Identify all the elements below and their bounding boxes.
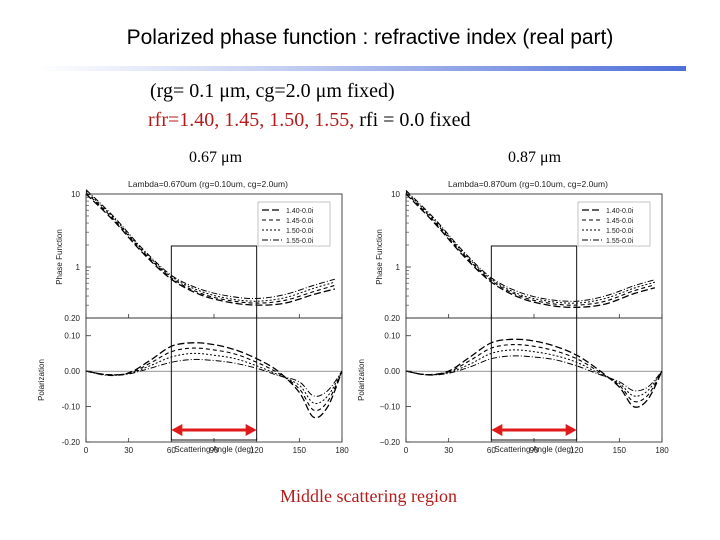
polarization-y-tick-label: −0.20 xyxy=(380,438,401,447)
title-gradient-rule xyxy=(36,66,686,71)
polarization-y-tick-label: −0.10 xyxy=(380,403,401,412)
polarization-line-3 xyxy=(85,352,343,404)
plot-title: Lambda=0.670um (rg=0.10um, cg=2.0um) xyxy=(128,179,288,189)
phase-y-tick-label: 10 xyxy=(391,190,400,199)
x-tick-label: 150 xyxy=(613,446,627,455)
phase-function-line-3 xyxy=(405,191,656,304)
polarization-plot-frame xyxy=(85,317,343,443)
x-tick-label: 180 xyxy=(655,446,669,455)
x-tick-label: 60 xyxy=(167,446,176,455)
x-axis-label: Scattering Angle (deg) xyxy=(494,445,573,454)
wavelength-label-left: 0.67 μm xyxy=(189,149,243,166)
x-tick-label: 60 xyxy=(487,446,496,455)
x-tick-label: 90 xyxy=(530,446,539,455)
polarization-line-1 xyxy=(405,338,663,408)
x-tick-label: 120 xyxy=(570,446,584,455)
phase-function-line-2 xyxy=(85,192,336,304)
x-tick-label: 180 xyxy=(335,446,349,455)
arrow-right-head-icon xyxy=(565,424,577,436)
x-axis-label: Scattering Angle (deg) xyxy=(174,445,253,454)
x-tick-label: 0 xyxy=(404,446,409,455)
phase-function-line-4 xyxy=(405,190,656,302)
plot-title: Lambda=0.870um (rg=0.10um, cg=2.0um) xyxy=(448,179,608,189)
phase-y-tick-label: 0.20 xyxy=(384,314,400,323)
phase-function-line-1 xyxy=(405,193,656,308)
polarization-y-tick-label: -0.10 xyxy=(62,403,81,412)
legend-label: 1.45-0.0i xyxy=(606,218,634,225)
x-tick-label: 0 xyxy=(84,446,89,455)
x-tick-label: 30 xyxy=(444,446,453,455)
legend-label: 1.55-0.0i xyxy=(606,238,634,245)
legend-label: 1.45-0.0i xyxy=(286,218,314,225)
phase-function-line-4 xyxy=(85,189,336,300)
phase-function-line-2 xyxy=(405,192,656,306)
rfr-values-text: rfr=1.40, 1.45, 1.50, 1.55, xyxy=(148,109,355,131)
phase-function-ylabel: Phase Function xyxy=(375,229,384,285)
arrow-left-head-icon xyxy=(491,424,503,436)
phase-function-line-1 xyxy=(85,193,336,306)
slide-title: Polarized phase function : refractive in… xyxy=(126,26,614,49)
phase-y-tick-label: 1 xyxy=(396,263,401,272)
polarization-line-3 xyxy=(405,349,663,397)
middle-region-box xyxy=(490,245,578,441)
refractive-index-params: rfr=1.40, 1.45, 1.50, 1.55, rfi = 0.0 fi… xyxy=(148,109,471,132)
middle-region-box xyxy=(170,245,258,441)
size-params-text: (rg= 0.1 μm, cg=2.0 μm fixed) xyxy=(150,80,395,102)
polarization-line-1 xyxy=(85,342,343,419)
legend-label: 1.50-0.0i xyxy=(606,228,634,235)
x-tick-label: 90 xyxy=(210,446,219,455)
polarization-line-4 xyxy=(85,358,343,397)
polarization-y-tick-label: 0.10 xyxy=(384,332,400,341)
phase-function-line-3 xyxy=(85,190,336,302)
arrow-left-head-icon xyxy=(171,424,183,436)
polarization-line-4 xyxy=(405,355,663,392)
polarization-y-tick-label: 0.00 xyxy=(384,367,400,376)
polarization-line-2 xyxy=(405,343,663,403)
polarization-y-tick-label: 0.10 xyxy=(64,332,80,341)
legend-box xyxy=(577,201,651,247)
legend-label: 1.55-0.0i xyxy=(286,238,314,245)
legend-label: 1.40-0.0i xyxy=(606,208,634,215)
rfi-fixed-text: rfi = 0.0 fixed xyxy=(359,109,471,131)
x-tick-label: 30 xyxy=(124,446,133,455)
middle-region-caption: Middle scattering region xyxy=(280,486,457,506)
x-tick-label: 150 xyxy=(293,446,307,455)
plot-panel-right: Lambda=0.870um (rg=0.10um, cg=2.0um) Pha… xyxy=(357,179,669,455)
phase-function-ylabel: Phase Function xyxy=(55,229,64,285)
polarization-ylabel: Polarization xyxy=(37,359,46,401)
legend-label: 1.40-0.0i xyxy=(286,208,314,215)
phase-y-tick-label: 0.20 xyxy=(64,314,80,323)
polarization-ylabel: Polarization xyxy=(357,359,366,401)
polarization-line-2 xyxy=(85,347,343,412)
x-tick-label: 120 xyxy=(250,446,264,455)
polarization-y-tick-label: 0.00 xyxy=(64,367,80,376)
wavelength-label-right: 0.87 μm xyxy=(508,149,562,166)
polarization-y-tick-label: -0.20 xyxy=(62,438,81,447)
legend-label: 1.50-0.0i xyxy=(286,228,314,235)
phase-y-tick-label: 10 xyxy=(71,190,80,199)
polarization-plot-frame xyxy=(405,317,663,443)
plot-panel-left: Lambda=0.670um (rg=0.10um, cg=2.0um) Pha… xyxy=(37,179,349,455)
legend-box xyxy=(257,201,331,247)
phase-y-tick-label: 1 xyxy=(76,263,81,272)
arrow-right-head-icon xyxy=(245,424,257,436)
